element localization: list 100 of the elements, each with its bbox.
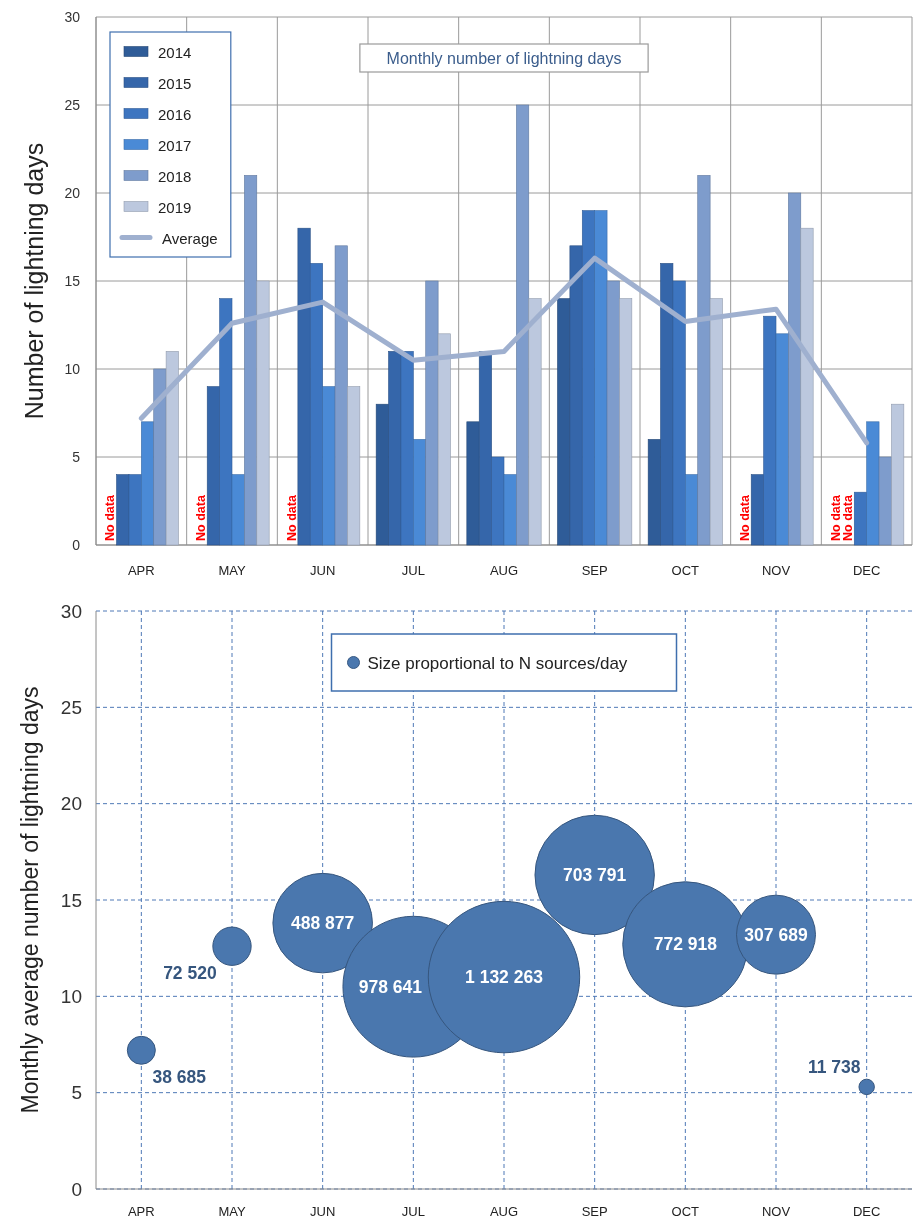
bar (647, 439, 661, 546)
bar (619, 298, 633, 546)
legend-label: 2019 (158, 198, 192, 215)
bar (219, 298, 233, 546)
legend-label: 2018 (158, 167, 192, 184)
bar (581, 210, 595, 546)
y-tick-label: 20 (60, 793, 82, 815)
x-tick-label: APR (127, 1203, 155, 1219)
y-axis-title: Number of lightning days (20, 142, 48, 420)
bar (466, 421, 480, 546)
y-tick-label: 5 (72, 449, 81, 465)
legend-label: Average (162, 229, 218, 246)
y-tick-label: 0 (71, 1178, 82, 1200)
bar (413, 439, 427, 546)
legend-label: Size proportional to N sources/day (367, 653, 628, 672)
y-tick-label: 20 (64, 185, 81, 201)
x-tick-label: MAY (218, 1203, 246, 1219)
y-tick-label: 0 (72, 537, 81, 553)
x-tick-label: NOV (761, 562, 791, 578)
bar (437, 333, 451, 546)
bar (528, 298, 542, 546)
bar (231, 474, 245, 546)
bar (206, 386, 220, 546)
bar (425, 280, 439, 546)
x-tick-label: MAY (218, 562, 246, 578)
bar (516, 104, 530, 546)
text: No data (194, 495, 209, 541)
bar (891, 403, 905, 546)
bar (775, 333, 789, 546)
x-tick-label: JUN (310, 1203, 336, 1219)
bar (853, 491, 867, 546)
x-tick-label: SEP (581, 562, 608, 578)
bar (763, 315, 777, 546)
data-label: 1 132 263 (465, 967, 544, 988)
y-tick-label: 5 (71, 1082, 82, 1104)
bar (400, 351, 414, 546)
bar (557, 298, 571, 546)
bar (503, 474, 517, 546)
data-label: 978 641 (358, 976, 423, 997)
bar (322, 386, 336, 546)
bar (141, 421, 155, 546)
data-label: 11 738 (807, 1057, 861, 1078)
bar (685, 474, 699, 546)
text: Monthly number of lightning days (386, 49, 622, 67)
bar (347, 386, 361, 546)
x-tick-label: APR (127, 562, 155, 578)
x-tick-label: DEC (852, 1203, 881, 1219)
x-tick-label: AUG (489, 562, 519, 578)
data-label: 488 877 (291, 913, 355, 934)
y-tick-label: 30 (60, 600, 82, 622)
legend-label: 2016 (158, 105, 192, 122)
data-label: 307 689 (744, 924, 808, 945)
data-label: 38 685 (152, 1067, 207, 1088)
bar (750, 474, 764, 546)
legend-label: 2015 (158, 74, 192, 91)
bar (297, 227, 311, 546)
x-tick-label: OCT (671, 1203, 700, 1219)
bar (660, 263, 674, 546)
x-tick-label: AUG (489, 1203, 519, 1219)
legend-label: 2014 (158, 43, 192, 60)
bar (244, 175, 258, 546)
bar (788, 192, 802, 546)
x-tick-label: JUL (401, 1203, 425, 1219)
data-label: 703 791 (563, 864, 627, 885)
text: No data (284, 495, 299, 541)
bar (491, 456, 505, 546)
text: No data (103, 495, 118, 541)
y-tick-label: 15 (64, 273, 81, 289)
bar (697, 175, 711, 546)
bar (165, 351, 179, 546)
data-label: 772 918 (653, 934, 718, 955)
y-tick-label: 25 (64, 97, 81, 113)
bar (128, 474, 142, 546)
bar (569, 245, 583, 546)
y-axis-title: Monthly average number of lightning days (17, 686, 43, 1114)
x-tick-label: NOV (761, 1203, 791, 1219)
bar (334, 245, 348, 546)
text: No data (828, 495, 843, 541)
y-tick-label: 25 (60, 696, 82, 718)
bar (309, 263, 323, 546)
bar (866, 421, 880, 546)
bar (388, 351, 402, 546)
bar (256, 280, 270, 546)
y-tick-label: 30 (64, 9, 81, 25)
bar (800, 227, 814, 546)
legend-label: 2017 (158, 136, 192, 153)
bar (116, 474, 130, 546)
y-tick-label: 10 (60, 985, 82, 1007)
y-tick-label: 15 (60, 889, 82, 911)
x-tick-label: JUN (310, 562, 336, 578)
bar (878, 456, 892, 546)
text: No data (841, 495, 856, 541)
bar (709, 298, 723, 546)
bar (375, 403, 389, 546)
bar (606, 280, 620, 546)
text: No data (738, 495, 753, 541)
x-tick-label: JUL (401, 562, 425, 578)
x-tick-label: SEP (581, 1203, 608, 1219)
y-tick-label: 10 (64, 361, 81, 377)
data-label: 72 520 (163, 963, 217, 984)
